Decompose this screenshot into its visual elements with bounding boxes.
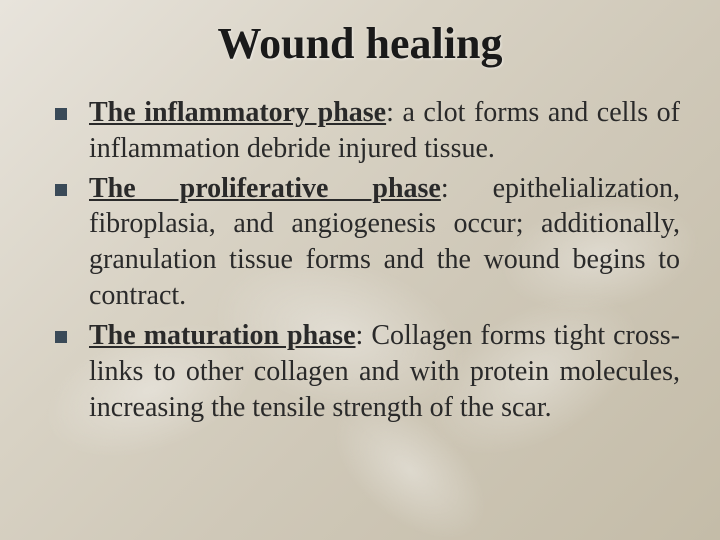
bullet-icon — [55, 331, 67, 343]
item-text: The maturation phase: Collagen forms tig… — [89, 318, 680, 425]
phase-label: The inflammatory phase — [89, 97, 386, 128]
item-text: The proliferative phase: epithelializati… — [89, 171, 680, 314]
item-text: The inflammatory phase: a clot forms and… — [89, 95, 680, 167]
list-item: The inflammatory phase: a clot forms and… — [55, 95, 680, 167]
phase-label: The proliferative phase — [89, 173, 441, 204]
bullet-icon — [55, 108, 67, 120]
slide-body: The inflammatory phase: a clot forms and… — [55, 95, 680, 429]
slide-title: Wound healing — [0, 18, 720, 69]
list-item: The maturation phase: Collagen forms tig… — [55, 318, 680, 425]
slide: Wound healing The inflammatory phase: a … — [0, 0, 720, 540]
bullet-icon — [55, 184, 67, 196]
list-item: The proliferative phase: epithelializati… — [55, 171, 680, 314]
phase-label: The maturation phase — [89, 320, 356, 351]
